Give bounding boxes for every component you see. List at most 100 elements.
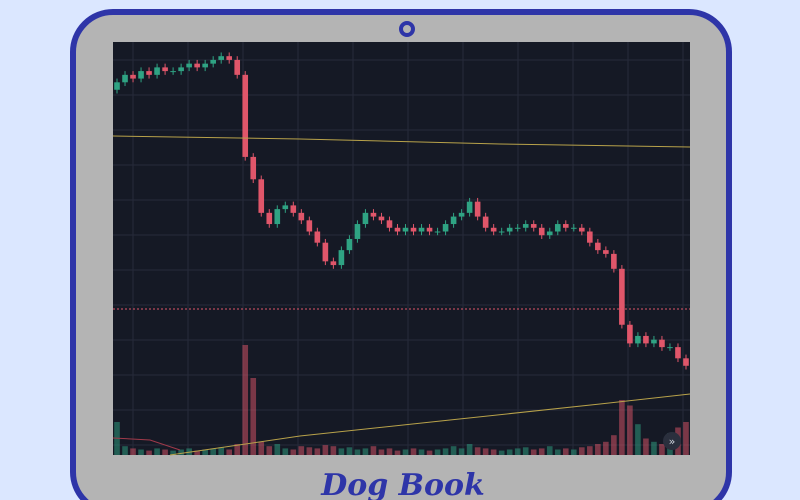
candle-body — [458, 212, 465, 217]
candle-body — [346, 238, 353, 251]
candle-body — [114, 82, 120, 90]
volume-bar — [298, 446, 305, 455]
volume-bar — [418, 449, 425, 455]
candle-body — [378, 216, 385, 221]
candle-body — [538, 227, 545, 236]
volume-bar — [210, 448, 216, 455]
volume-bar — [266, 446, 273, 455]
volume-bar — [514, 448, 521, 455]
candle-body — [587, 231, 593, 243]
brand-label: Dog Book — [320, 468, 485, 500]
candle-body — [234, 59, 241, 75]
volume-bar — [386, 448, 393, 455]
volume-bar — [322, 445, 329, 455]
candle-body — [242, 74, 249, 157]
candle-body — [675, 347, 681, 359]
candle-body — [338, 250, 345, 266]
candle-body — [146, 71, 152, 75]
candles — [114, 52, 689, 370]
volume-bar — [378, 449, 385, 455]
volume-bar — [242, 345, 249, 455]
candle-body — [402, 227, 409, 232]
volume-bar — [282, 448, 289, 455]
volume-bar — [450, 446, 457, 455]
chart-screen — [113, 42, 690, 455]
volume-bar — [330, 446, 337, 455]
candle-body — [138, 71, 144, 79]
volume-bar — [490, 449, 497, 455]
candle-body — [546, 231, 553, 236]
candle-body — [570, 227, 577, 229]
volume-bar — [579, 447, 585, 455]
candle-body — [226, 56, 233, 60]
volume-bar — [595, 444, 601, 455]
volume-bar — [506, 449, 513, 455]
volume-bar — [611, 435, 617, 455]
grid — [113, 42, 690, 455]
volume-bar — [130, 448, 136, 455]
candle-body — [202, 63, 208, 68]
candle-body — [386, 220, 393, 228]
volume-bar — [226, 449, 233, 455]
volume-bar — [651, 441, 657, 455]
candle-body — [370, 212, 377, 217]
volume-bar — [619, 400, 625, 455]
candle-body — [619, 268, 625, 325]
volume-bar — [178, 449, 184, 455]
candle-body — [667, 347, 673, 349]
scroll-button[interactable] — [663, 432, 681, 450]
volume-bar — [683, 422, 689, 455]
volume-bar — [354, 449, 361, 455]
candle-body — [266, 212, 273, 225]
candle-body — [603, 250, 609, 254]
candle-body — [450, 216, 457, 225]
candle-body — [274, 209, 281, 225]
volume-bar — [154, 448, 160, 455]
candle-body — [498, 231, 505, 233]
volume-bar — [202, 449, 208, 455]
volume-bar — [290, 449, 297, 455]
candle-body — [490, 227, 497, 232]
candle-body — [579, 227, 585, 232]
volume-bar — [170, 450, 176, 455]
candle-body — [474, 201, 481, 217]
candle-body — [418, 227, 425, 232]
candle-body — [627, 324, 633, 344]
volume-bar — [458, 448, 465, 455]
moving-average-line — [112, 135, 691, 148]
candle-body — [322, 242, 329, 262]
volume-bar — [370, 446, 377, 455]
volume-bar — [394, 450, 401, 455]
volume-bar — [402, 449, 409, 455]
candle-body — [595, 242, 601, 251]
candle-body — [410, 227, 417, 232]
volume-bar — [466, 444, 473, 455]
candle-body — [330, 261, 337, 266]
volume-bar — [146, 450, 152, 455]
volume-bar — [306, 447, 313, 455]
volume-bar — [234, 444, 241, 455]
volume-bar — [362, 448, 369, 455]
candle-body — [258, 179, 265, 213]
candle-body — [554, 224, 561, 232]
candle-body — [635, 335, 641, 344]
volume-bar — [218, 447, 224, 455]
volume-bar — [635, 424, 641, 455]
scroll-icon[interactable]: » — [669, 435, 676, 448]
volume-bar — [627, 405, 633, 455]
candle-body — [562, 224, 569, 228]
volume-bar — [643, 438, 649, 455]
volume-bar — [410, 448, 417, 455]
volume-bar — [346, 447, 353, 455]
candle-body — [178, 67, 184, 72]
candle-body — [659, 339, 665, 348]
volume-bar — [138, 449, 144, 455]
candle-body — [611, 253, 617, 269]
candle-body — [130, 74, 136, 79]
candle-body — [218, 56, 224, 60]
candle-body — [362, 212, 369, 225]
candle-body — [354, 224, 361, 239]
volume-bar — [122, 446, 128, 455]
volume-bar — [603, 441, 609, 455]
